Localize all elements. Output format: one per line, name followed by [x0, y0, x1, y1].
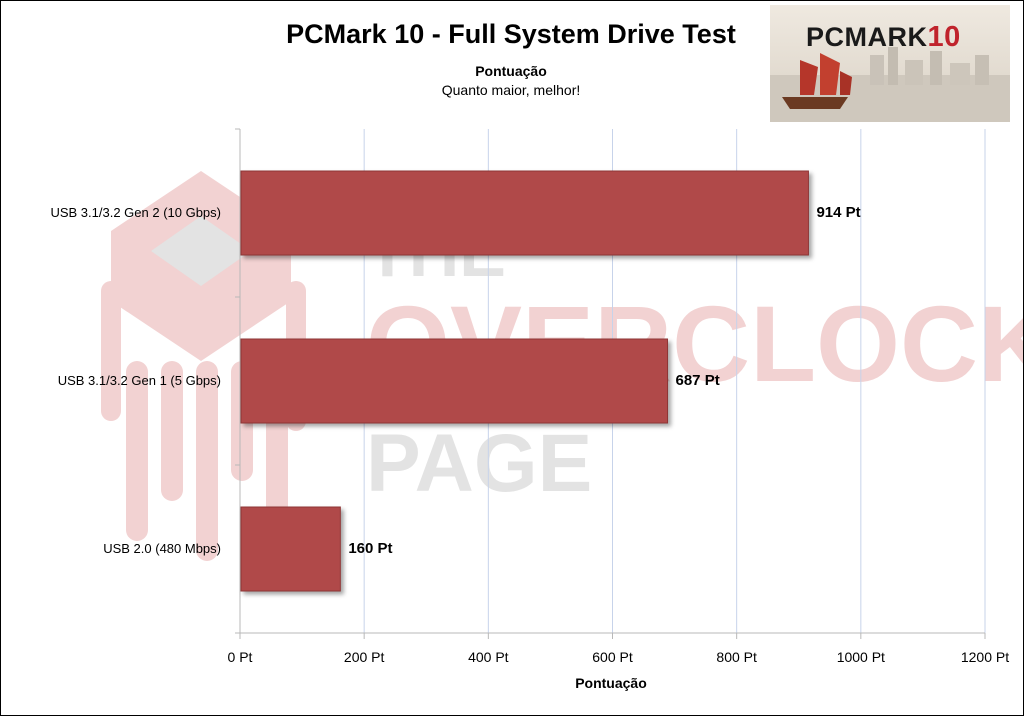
pcmark-logo: PCMARK10	[770, 5, 1010, 122]
logo-skyline-image	[770, 47, 1010, 122]
x-tick-label: 200 Pt	[343, 649, 385, 665]
chart-title: PCMark 10 - Full System Drive Test	[286, 19, 736, 49]
category-label: USB 2.0 (480 Mbps)	[103, 541, 221, 556]
bar-value-label: 687 Pt	[675, 372, 720, 389]
chart-subtitle: Pontuação	[475, 63, 547, 79]
bar-value-label: 160 Pt	[348, 540, 393, 557]
x-tick-label: 600 Pt	[592, 649, 633, 665]
bar-value-label: 914 Pt	[816, 204, 861, 221]
bar	[240, 506, 341, 592]
x-tick-label: 400 Pt	[468, 649, 509, 665]
x-tick-label: 1200 Pt	[960, 649, 1010, 665]
category-label: USB 3.1/3.2 Gen 1 (5 Gbps)	[57, 373, 221, 388]
bar	[240, 170, 809, 256]
x-tick-label: 800 Pt	[716, 649, 757, 665]
watermark-line3: PAGE	[366, 418, 592, 509]
category-label: USB 3.1/3.2 Gen 2 (10 Gbps)	[50, 205, 221, 220]
bar	[240, 338, 669, 424]
x-axis-title: Pontuação	[575, 675, 647, 691]
x-tick-label: 1000 Pt	[836, 649, 885, 665]
logo-text-main: PCMARK	[806, 22, 928, 52]
logo-text-num: 10	[927, 21, 961, 53]
x-tick-label: 0 Pt	[227, 649, 253, 665]
logo-wordmark: PCMARK10	[806, 21, 961, 54]
chart-note: Quanto maior, melhor!	[441, 82, 581, 98]
